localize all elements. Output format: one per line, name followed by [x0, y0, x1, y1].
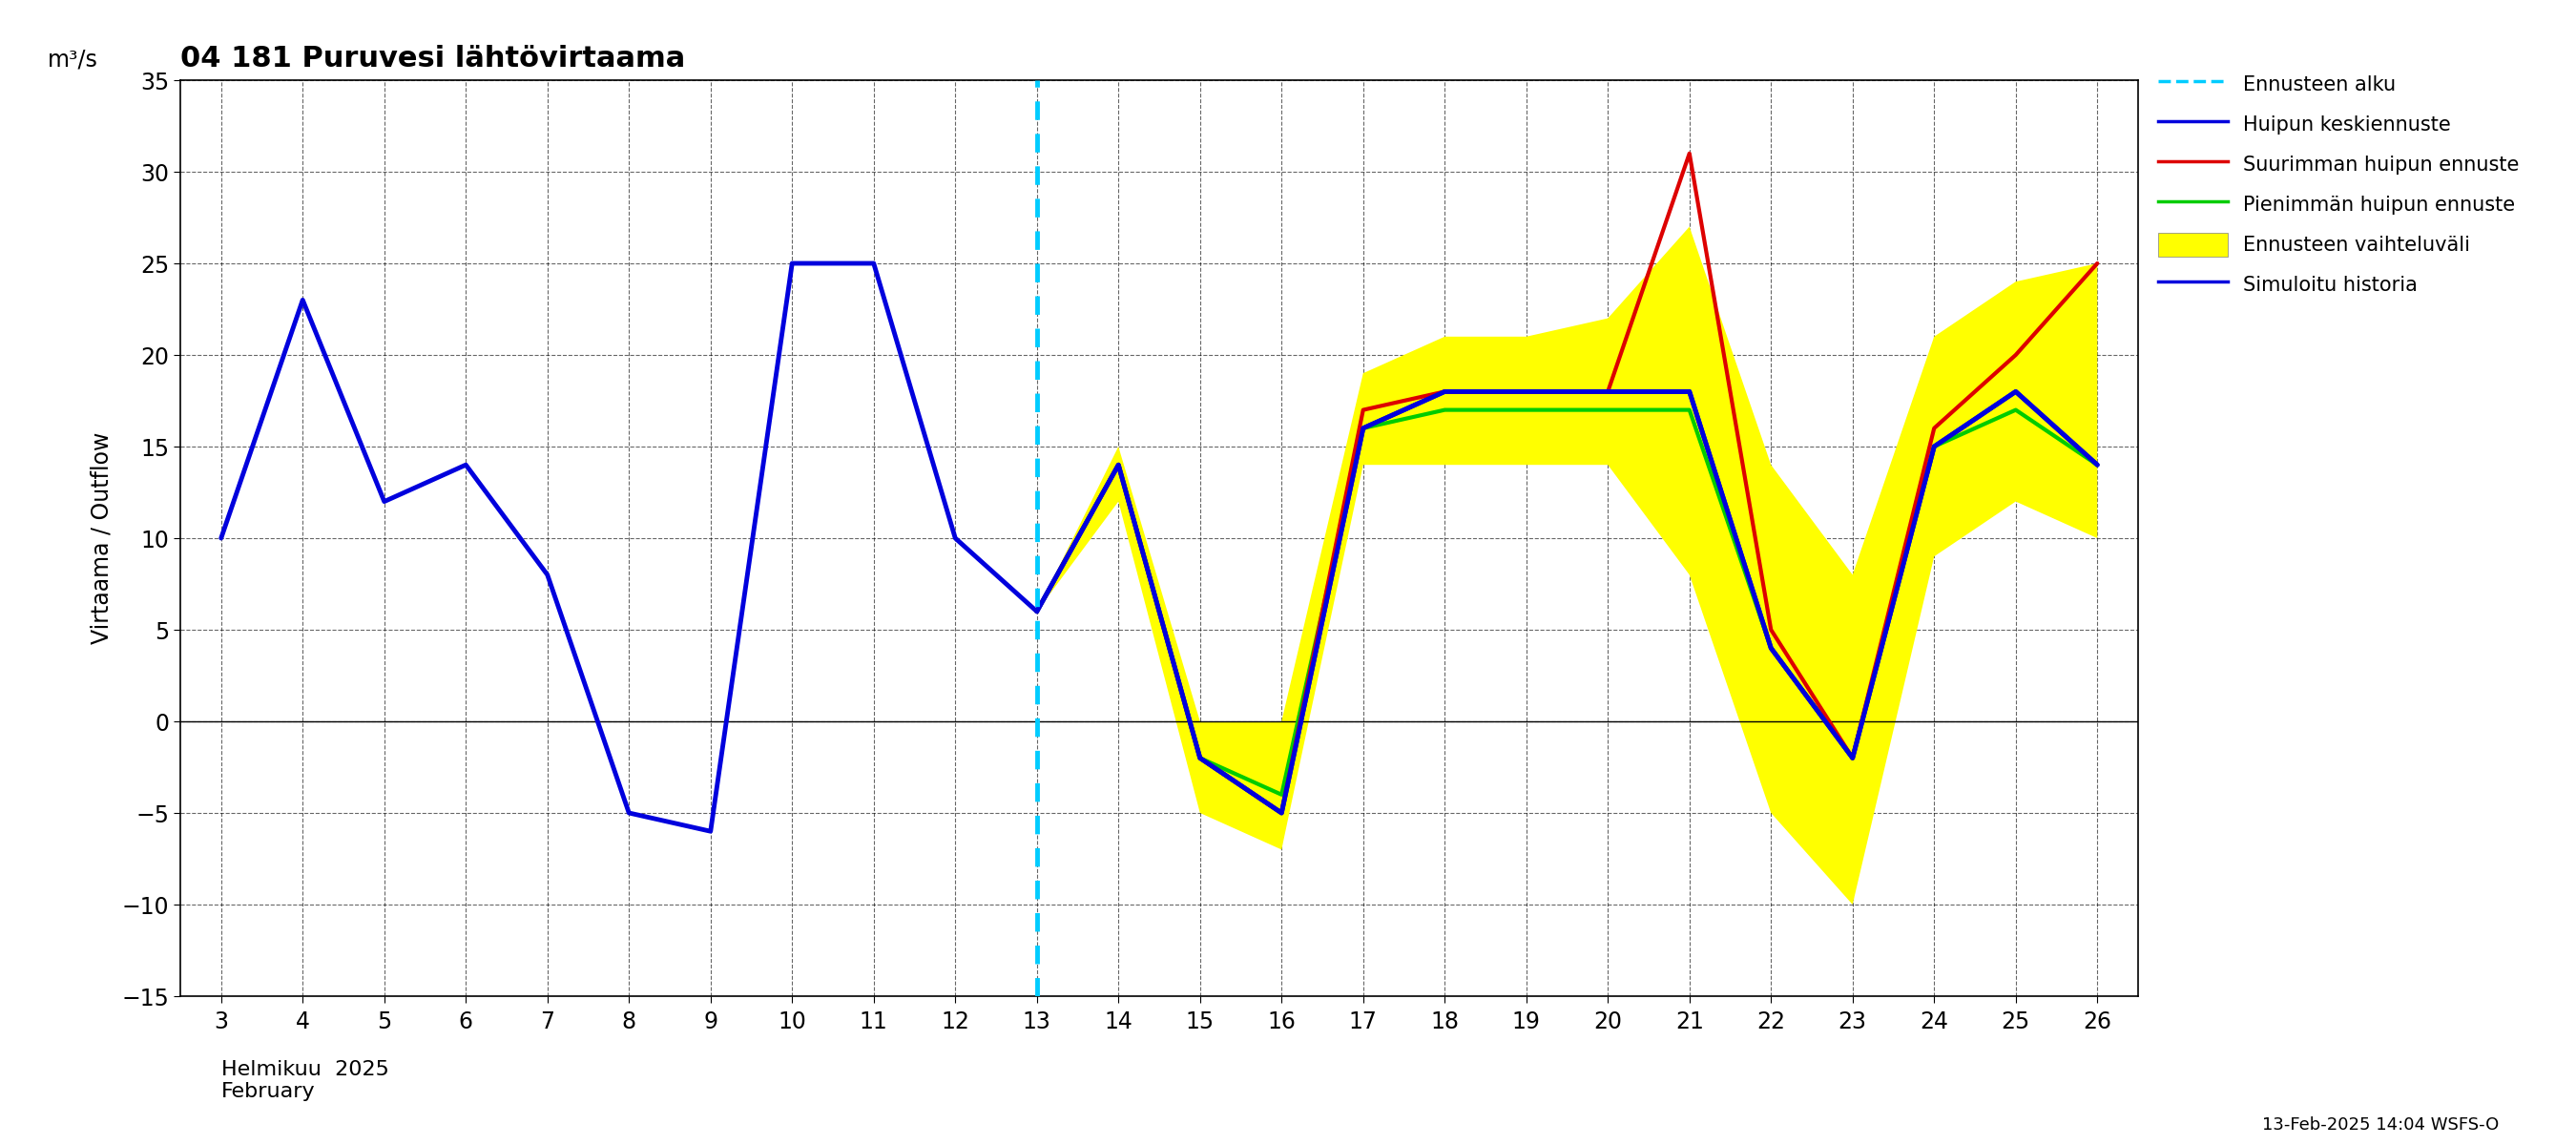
Legend: Ennusteen alku, Huipun keskiennuste, Suurimman huipun ennuste, Pienimmän huipun : Ennusteen alku, Huipun keskiennuste, Suu…: [2159, 72, 2519, 297]
Y-axis label: Virtaama / Outflow: Virtaama / Outflow: [90, 432, 113, 645]
Text: 04 181 Puruvesi lähtövirtaama: 04 181 Puruvesi lähtövirtaama: [180, 45, 685, 72]
Text: 13-Feb-2025 14:04 WSFS-O: 13-Feb-2025 14:04 WSFS-O: [2262, 1116, 2499, 1134]
Polygon shape: [1036, 227, 2097, 905]
Text: Helmikuu  2025
February: Helmikuu 2025 February: [222, 1060, 389, 1101]
Text: m³/s: m³/s: [46, 48, 98, 71]
